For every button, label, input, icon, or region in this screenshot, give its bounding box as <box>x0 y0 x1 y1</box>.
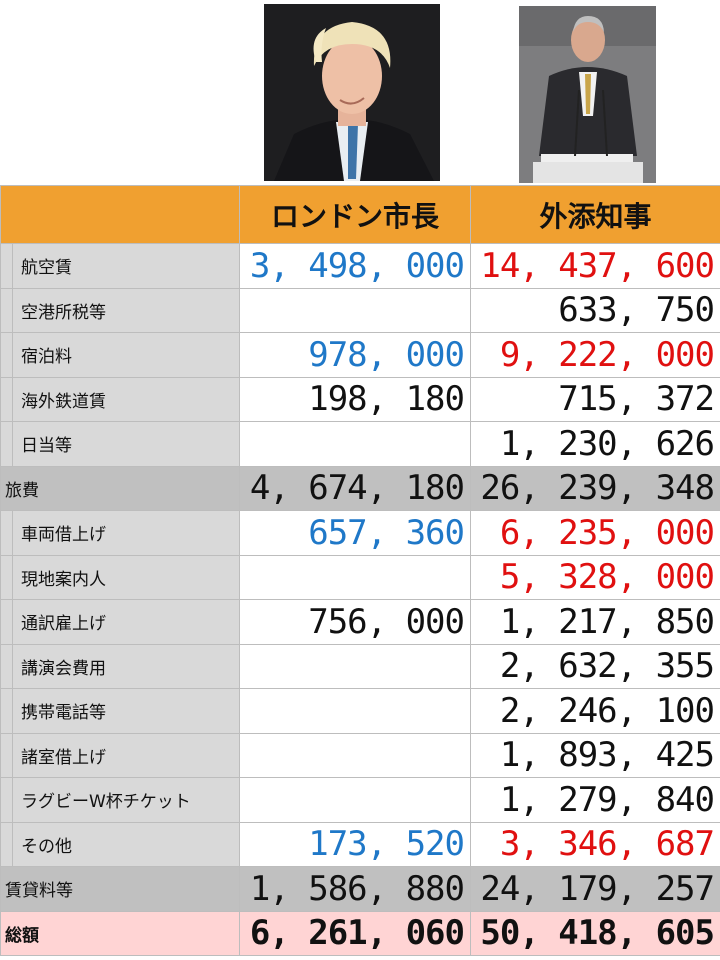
tokyo-governor-value: 1, 217, 850 <box>470 599 720 645</box>
row-indent <box>0 777 13 823</box>
london-mayor-value: 173, 520 <box>239 821 471 867</box>
tokyo-governor-value: 24, 179, 257 <box>470 866 720 912</box>
table-row: 宿泊料 978, 000 9, 222, 000 <box>0 332 720 378</box>
row-indent <box>0 688 13 734</box>
london-mayor-value <box>239 554 471 600</box>
table-row: 航空賃 3, 498, 000 14, 437, 600 <box>0 243 720 289</box>
row-indent <box>0 554 13 600</box>
subtotal-row: 旅費 4, 674, 180 26, 239, 348 <box>0 465 720 511</box>
tokyo-governor-value: 6, 235, 000 <box>470 510 720 556</box>
row-label: 空港所税等 <box>12 287 240 333</box>
table-row: 講演会費用 2, 632, 355 <box>0 643 720 689</box>
row-label: 旅費 <box>0 465 240 511</box>
table-row: ラグビーW杯チケット 1, 279, 840 <box>0 777 720 823</box>
header-london-mayor: ロンドン市長 <box>239 185 471 244</box>
tokyo-governor-value: 9, 222, 000 <box>470 332 720 378</box>
row-indent <box>0 510 13 556</box>
london-mayor-value: 198, 180 <box>239 376 471 422</box>
tokyo-governor-value: 633, 750 <box>470 287 720 333</box>
london-mayor-value <box>239 688 471 734</box>
london-mayor-value <box>239 643 471 689</box>
tokyo-governor-photo <box>519 6 656 183</box>
tokyo-governor-value: 26, 239, 348 <box>470 465 720 511</box>
tokyo-governor-value: 1, 893, 425 <box>470 732 720 778</box>
tokyo-governor-value: 715, 372 <box>470 376 720 422</box>
row-indent <box>0 243 13 289</box>
table-row: 海外鉄道賃 198, 180 715, 372 <box>0 376 720 422</box>
london-mayor-value <box>239 421 471 467</box>
row-label: 車両借上げ <box>12 510 240 556</box>
expense-comparison-table: ロンドン市長 外添知事 航空賃 3, 498, 000 14, 437, 600 空港… <box>0 185 720 956</box>
row-indent <box>0 287 13 333</box>
tokyo-governor-value: 2, 246, 100 <box>470 688 720 734</box>
tokyo-governor-value: 14, 437, 600 <box>470 243 720 289</box>
london-mayor-value: 657, 360 <box>239 510 471 556</box>
london-mayor-value: 6, 261, 060 <box>239 910 471 956</box>
subtotal-row: 賃貸料等 1, 586, 880 24, 179, 257 <box>0 866 720 912</box>
london-mayor-photo <box>264 4 440 181</box>
london-mayor-value: 4, 674, 180 <box>239 465 471 511</box>
table-row: 車両借上げ 657, 360 6, 235, 000 <box>0 510 720 556</box>
tokyo-governor-value: 1, 230, 626 <box>470 421 720 467</box>
london-mayor-value: 1, 586, 880 <box>239 866 471 912</box>
row-label: 賃貸料等 <box>0 866 240 912</box>
tokyo-governor-value: 2, 632, 355 <box>470 643 720 689</box>
table-row: 通訳雇上げ 756, 000 1, 217, 850 <box>0 599 720 645</box>
header-row: ロンドン市長 外添知事 <box>0 185 720 244</box>
london-mayor-value: 756, 000 <box>239 599 471 645</box>
row-indent <box>0 821 13 867</box>
header-corner <box>0 185 240 244</box>
table-row: 携帯電話等 2, 246, 100 <box>0 688 720 734</box>
header-tokyo-governor: 外添知事 <box>470 185 720 244</box>
london-mayor-value <box>239 287 471 333</box>
row-label: 宿泊料 <box>12 332 240 378</box>
tokyo-governor-value: 50, 418, 605 <box>470 910 720 956</box>
row-label: 総額 <box>0 910 240 956</box>
row-indent <box>0 332 13 378</box>
row-indent <box>0 376 13 422</box>
london-mayor-value: 3, 498, 000 <box>239 243 471 289</box>
row-indent <box>0 732 13 778</box>
london-mayor-value: 978, 000 <box>239 332 471 378</box>
row-label: 海外鉄道賃 <box>12 376 240 422</box>
london-mayor-value <box>239 777 471 823</box>
row-label: 航空賃 <box>12 243 240 289</box>
london-mayor-value <box>239 732 471 778</box>
row-indent <box>0 643 13 689</box>
row-label: 携帯電話等 <box>12 688 240 734</box>
table-row: その他 173, 520 3, 346, 687 <box>0 821 720 867</box>
table-row: 日当等 1, 230, 626 <box>0 421 720 467</box>
row-indent <box>0 599 13 645</box>
tokyo-governor-value: 1, 279, 840 <box>470 777 720 823</box>
total-row: 総額 6, 261, 060 50, 418, 605 <box>0 910 720 956</box>
table-row: 諸室借上げ 1, 893, 425 <box>0 732 720 778</box>
row-label: その他 <box>12 821 240 867</box>
row-label: 通訳雇上げ <box>12 599 240 645</box>
row-label: 現地案内人 <box>12 554 240 600</box>
table-row: 空港所税等 633, 750 <box>0 287 720 333</box>
row-label: ラグビーW杯チケット <box>12 777 240 823</box>
tokyo-governor-value: 3, 346, 687 <box>470 821 720 867</box>
row-label: 諸室借上げ <box>12 732 240 778</box>
row-indent <box>0 421 13 467</box>
table-row: 現地案内人 5, 328, 000 <box>0 554 720 600</box>
row-label: 日当等 <box>12 421 240 467</box>
row-label: 講演会費用 <box>12 643 240 689</box>
tokyo-governor-value: 5, 328, 000 <box>470 554 720 600</box>
